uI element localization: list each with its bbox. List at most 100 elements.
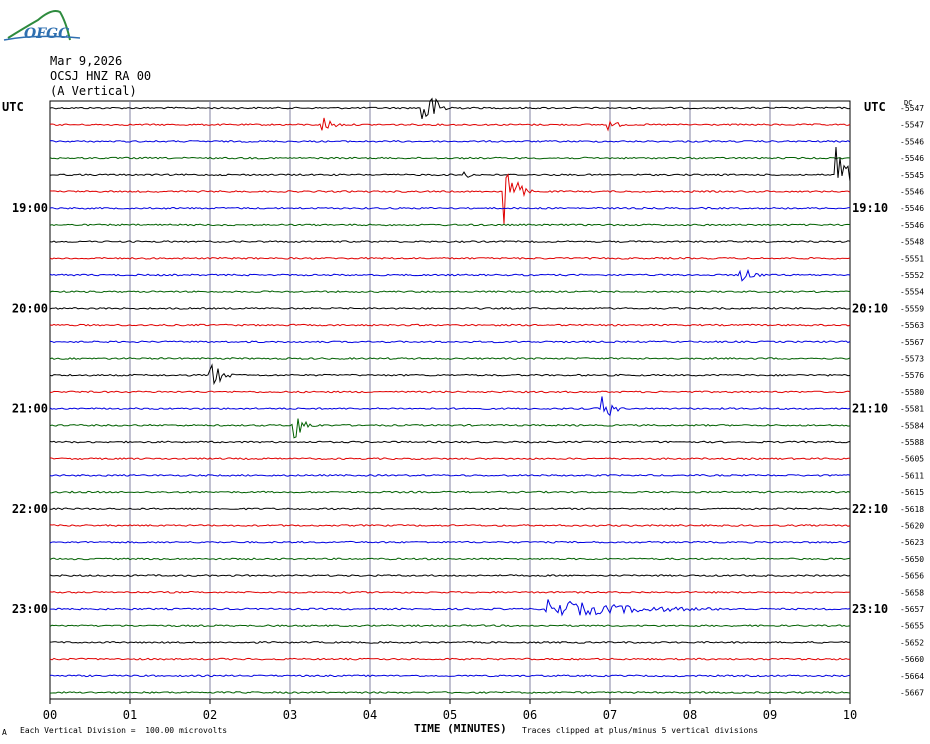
dc-offset-label: -5664 [900,672,924,681]
trace-row [49,290,851,294]
dc-offset-label: -5559 [900,304,924,313]
trace-row [49,223,851,227]
dc-offset-label: -5620 [900,522,924,531]
trace-row [49,440,851,444]
dc-offset-label: -5551 [900,254,924,263]
left-hour-label: 20:00 [12,301,48,315]
x-tick-label: 00 [43,708,57,722]
trace-row [49,140,851,143]
x-tick-label: 06 [523,708,537,722]
dc-offset-label: -5657 [900,605,924,614]
dc-offset-label: -5615 [900,488,924,497]
dc-offset-label: -5656 [900,572,924,581]
dc-offset-label: -5618 [900,505,924,514]
trace-row [49,306,851,310]
dc-offset-label: -5554 [900,288,924,297]
trace-row [49,256,851,260]
x-axis-ticks: 00 01 02 03 04 05 06 07 08 09 10 [43,699,857,722]
right-hour-label: 23:10 [852,602,888,616]
trace-row [49,363,851,386]
x-tick-label: 07 [603,708,617,722]
dc-offset-label: -5546 [900,221,924,230]
dc-offset-label: -5547 [900,121,924,130]
corner-mark: A [2,728,7,737]
x-tick-label: 10 [843,708,857,722]
dc-offset-label: -5580 [900,388,924,397]
plot-date: Mar 9,2026 [50,54,123,68]
dc-offset-label: -5552 [900,271,924,280]
x-tick-label: 01 [123,708,137,722]
x-tick-label: 05 [443,708,457,722]
dc-offset-label: -5576 [900,371,924,380]
trace-row [49,418,851,439]
scale-note: Each Vertical Division = 100.00 microvol… [20,726,228,735]
dc-label: DC [904,99,913,107]
trace-row [49,206,851,210]
dc-offset-label: -5548 [900,238,924,247]
hour-labels: 19:00 19:10 20:00 20:10 21:00 21:10 22:00 22:10… [12,201,888,616]
trace-row [49,323,851,327]
dc-offset-labels: -5547 -5547 -5546 -5546 -5545 -5546 -5546 -5546… [900,104,924,698]
trace-row [50,507,851,511]
trace-row [49,574,851,578]
dc-offset-label: -5546 [900,137,924,146]
trace-row [49,117,851,132]
left-axis-title: UTC [2,100,24,114]
right-hour-label: 20:10 [852,301,888,315]
dc-offset-label: -5581 [900,405,924,414]
trace-row [49,357,851,360]
dc-offset-label: -5563 [900,321,924,330]
trace-row [49,691,851,694]
x-tick-label: 03 [283,708,297,722]
dc-offset-label: -5588 [900,438,924,447]
dc-offset-label: -5573 [900,355,924,364]
dc-offset-label: -5545 [900,171,924,180]
logo-text: OFGC [24,26,70,42]
x-tick-label: 09 [763,708,777,722]
dc-offset-label: -5667 [900,689,924,698]
dc-offset-label: -5547 [900,104,924,113]
trace-row [49,457,850,461]
dc-offset-label: -5655 [900,622,924,631]
station-label: OCSJ HNZ RA 00 [50,69,152,83]
right-hour-label: 21:10 [852,402,888,416]
trace-row [49,340,851,344]
trace-row [49,396,851,417]
trace-row [49,624,851,628]
x-tick-label: 08 [683,708,697,722]
dc-offset-label: -5652 [900,638,924,647]
dc-offset-label: -5567 [900,338,924,347]
dc-offset-label: -5546 [900,188,924,197]
left-hour-label: 22:00 [12,502,48,516]
dc-offset-label: -5660 [900,655,924,664]
seismic-traces [49,97,851,694]
left-hour-label: 19:00 [12,201,48,215]
trace-row [49,524,851,527]
ofgc-logo [3,10,81,41]
component-label: (A Vertical) [50,84,137,98]
dc-offset-label: -5546 [900,204,924,213]
right-hour-label: 22:10 [852,502,888,516]
trace-row [49,156,851,160]
trace-row [49,540,851,544]
right-axis-title: UTC [864,100,886,114]
trace-row [49,674,851,678]
dc-offset-label: -5650 [900,555,924,564]
trace-row [49,474,851,477]
x-tick-label: 02 [203,708,217,722]
left-hour-label: 21:00 [12,402,48,416]
trace-row [50,599,851,617]
clip-note: Traces clipped at plus/minus 5 vertical … [522,726,759,735]
trace-row [49,268,851,282]
trace-row [49,557,851,561]
trace-row [49,173,851,225]
dc-offset-label: -5546 [900,154,924,163]
dc-offset-label: -5611 [900,471,924,480]
x-tick-label: 04 [363,708,377,722]
right-hour-label: 19:10 [852,201,888,215]
x-axis-title: TIME (MINUTES) [414,722,507,735]
trace-row [49,240,851,243]
dc-offset-label: -5658 [900,588,924,597]
trace-row [49,490,851,494]
